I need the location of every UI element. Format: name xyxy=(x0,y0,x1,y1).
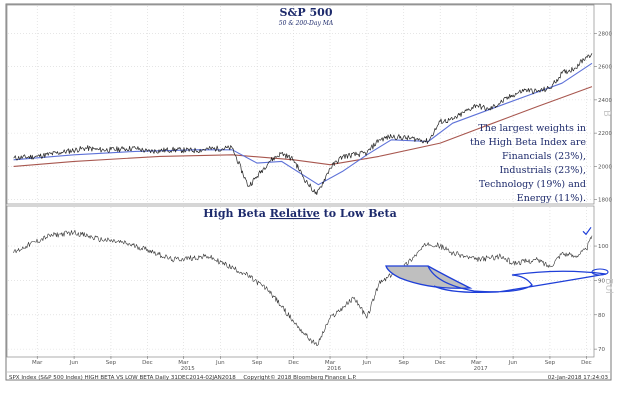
bottom-title-part-1: High Beta xyxy=(203,207,269,220)
x-tick-label: Mar xyxy=(471,360,482,366)
end-loop-shape xyxy=(591,268,609,276)
x-tick-label: Sep xyxy=(399,360,410,366)
x-tick-label: Mar xyxy=(178,360,189,366)
x-tick-label: Dec xyxy=(288,360,299,366)
bottom-chart-title: High Beta Relative to Low Beta xyxy=(203,207,397,220)
bottom-y-tick-label: 100 xyxy=(598,244,609,250)
year-label: 2017 xyxy=(474,366,488,372)
bottom-series-layer xyxy=(13,226,593,346)
year-label: 2016 xyxy=(327,366,341,372)
bottom-y-tick-label: 70 xyxy=(598,347,605,353)
weights-annotation: The largest weights in the High Beta Ind… xyxy=(470,123,586,204)
x-axis: Mar Jun Sep Dec Mar Jun Sep Dec Mar Jun Sep Dec Mar J… xyxy=(32,356,592,372)
top-panel xyxy=(6,4,595,205)
top-chart-subtitle: 50 & 200-Day MA xyxy=(279,20,334,27)
highlight-shapes xyxy=(385,265,609,294)
footer-left: SPX Index (S&P 500 Index) HIGH BETA VS L… xyxy=(9,375,236,381)
top-y-tick-label: 2400 xyxy=(598,98,612,104)
bottom-y-tick-label: 80 xyxy=(598,313,605,319)
x-tick-label: Sep xyxy=(545,360,556,366)
x-tick-label: Dec xyxy=(142,360,153,366)
ma50-line xyxy=(13,62,593,186)
x-tick-label: Dec xyxy=(435,360,446,366)
top-watermark: B xyxy=(601,110,612,117)
x-tick-label: Mar xyxy=(32,360,43,366)
annotation-line-2: the High Beta Index are xyxy=(470,137,586,148)
high-low-beta-relative-line xyxy=(13,229,593,346)
top-y-tick-label: 2800 xyxy=(598,31,612,37)
checkmark-annotation xyxy=(582,226,592,236)
x-tick-label: Sep xyxy=(106,360,117,366)
top-chart-title: S&P 500 xyxy=(280,6,333,19)
annotation-line-3: Financials (23%), xyxy=(502,151,586,162)
x-tick-label: Jun xyxy=(508,360,518,366)
x-tick-label: Mar xyxy=(325,360,336,366)
bottom-title-part-3: to Low Beta xyxy=(320,207,397,220)
year-label: 2015 xyxy=(181,366,195,372)
bottom-y-tick-label: 90 xyxy=(598,278,605,284)
y-tick-labels: 1800 2000 2200 2400 2600 2800 70 80 90 100 xyxy=(594,31,612,353)
top-series-layer xyxy=(13,53,593,196)
footer-center: Copyright© 2018 Bloomberg Finance L.P. xyxy=(243,374,357,381)
bottom-watermark: Bol xyxy=(603,278,614,294)
x-tick-label: Jun xyxy=(215,360,225,366)
top-y-tick-label: 2200 xyxy=(598,131,612,137)
spx-price-line xyxy=(13,53,593,196)
top-y-tick-label: 2000 xyxy=(598,164,612,170)
x-tick-label: Dec xyxy=(581,360,592,366)
annotation-line-4: Industrials (23%), xyxy=(500,165,587,176)
bottom-panel xyxy=(6,205,595,358)
blue-loop-shape xyxy=(427,265,607,294)
bottom-grid xyxy=(8,207,593,356)
x-tick-label: Jun xyxy=(362,360,372,366)
annotation-line-6: Energy (11%). xyxy=(517,193,586,204)
footer-right: 02-Jan-2018 17:24:03 xyxy=(548,375,609,381)
annotation-line-1: The largest weights in xyxy=(478,123,586,134)
annotation-line-5: Technology (19%) and xyxy=(479,179,586,190)
ma200-line xyxy=(13,86,593,167)
x-tick-label: Sep xyxy=(252,360,263,366)
top-y-tick-label: 2600 xyxy=(598,65,612,71)
x-tick-label: Jun xyxy=(69,360,79,366)
bottom-title-relative: Relative xyxy=(270,207,320,220)
top-y-tick-label: 1800 xyxy=(598,198,612,204)
